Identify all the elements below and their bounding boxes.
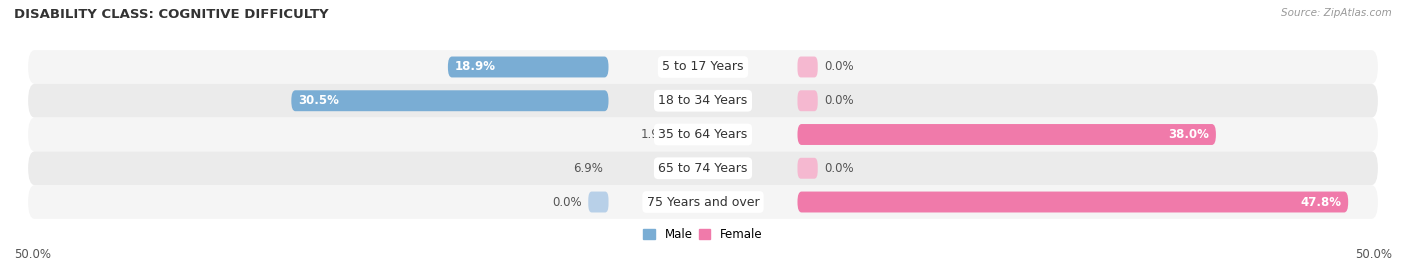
Text: 6.9%: 6.9%	[574, 162, 603, 175]
FancyBboxPatch shape	[28, 118, 1378, 151]
Text: 0.0%: 0.0%	[553, 196, 582, 208]
Text: Source: ZipAtlas.com: Source: ZipAtlas.com	[1281, 8, 1392, 18]
FancyBboxPatch shape	[797, 192, 1348, 213]
Text: 5 to 17 Years: 5 to 17 Years	[662, 61, 744, 73]
FancyBboxPatch shape	[797, 90, 818, 111]
FancyBboxPatch shape	[449, 56, 609, 77]
Text: 18 to 34 Years: 18 to 34 Years	[658, 94, 748, 107]
Text: 1.9%: 1.9%	[641, 128, 671, 141]
Text: 35 to 64 Years: 35 to 64 Years	[658, 128, 748, 141]
Legend: Male, Female: Male, Female	[638, 223, 768, 246]
Text: 75 Years and over: 75 Years and over	[647, 196, 759, 208]
Text: 0.0%: 0.0%	[824, 162, 853, 175]
Text: 38.0%: 38.0%	[1168, 128, 1209, 141]
Text: 47.8%: 47.8%	[1301, 196, 1341, 208]
FancyBboxPatch shape	[797, 56, 818, 77]
Text: 50.0%: 50.0%	[1355, 248, 1392, 261]
Text: 18.9%: 18.9%	[454, 61, 496, 73]
Text: 30.5%: 30.5%	[298, 94, 339, 107]
FancyBboxPatch shape	[797, 158, 818, 179]
FancyBboxPatch shape	[588, 192, 609, 213]
Text: DISABILITY CLASS: COGNITIVE DIFFICULTY: DISABILITY CLASS: COGNITIVE DIFFICULTY	[14, 8, 329, 21]
FancyBboxPatch shape	[291, 90, 609, 111]
Text: 0.0%: 0.0%	[824, 61, 853, 73]
Text: 0.0%: 0.0%	[824, 94, 853, 107]
FancyBboxPatch shape	[797, 124, 1216, 145]
FancyBboxPatch shape	[28, 185, 1378, 219]
Text: 65 to 74 Years: 65 to 74 Years	[658, 162, 748, 175]
Text: 50.0%: 50.0%	[14, 248, 51, 261]
FancyBboxPatch shape	[28, 151, 1378, 185]
FancyBboxPatch shape	[28, 84, 1378, 118]
FancyBboxPatch shape	[28, 50, 1378, 84]
